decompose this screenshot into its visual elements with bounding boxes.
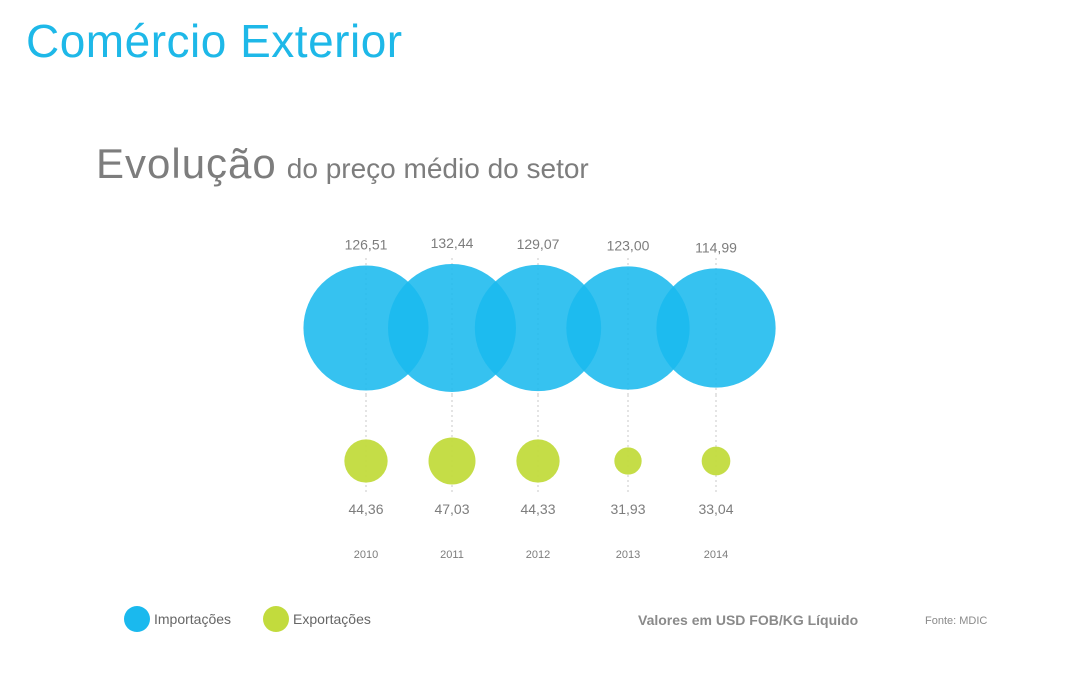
- export-value-label-2012: 44,33: [520, 501, 555, 517]
- export-bubble-2010: [344, 439, 388, 483]
- year-label-2014: 2014: [704, 549, 728, 561]
- import-value-label-2012: 129,07: [517, 236, 560, 252]
- chart-subtitle: Evolução do preço médio do setor: [96, 140, 589, 188]
- legend-swatch-imports: [124, 606, 150, 632]
- import-value-label-2014: 114,99: [695, 239, 737, 255]
- legend-label-imports: Importações: [154, 611, 232, 627]
- year-label-2012: 2012: [526, 549, 550, 561]
- import-bubble-2013: [566, 266, 690, 390]
- import-value-label-2010: 126,51: [345, 236, 388, 252]
- export-value-label-2011: 47,03: [434, 501, 469, 517]
- subtitle-main: Evolução: [96, 140, 277, 187]
- source-note: Fonte: MDIC: [925, 615, 988, 627]
- export-bubble-2013: [614, 447, 642, 475]
- year-label-2013: 2013: [616, 549, 640, 561]
- export-bubble-2012: [516, 439, 560, 483]
- export-value-label-2013: 31,93: [610, 501, 645, 517]
- subtitle-rest: do preço médio do setor: [286, 153, 589, 184]
- import-bubble-2014: [656, 268, 776, 388]
- legend: Importações Exportações: [124, 606, 403, 632]
- export-value-label-2010: 44,36: [348, 501, 383, 517]
- legend-swatch-exports: [263, 606, 290, 632]
- import-value-label-2011: 132,44: [431, 235, 474, 251]
- year-label-2011: 2011: [440, 549, 464, 561]
- legend-item-imports: Importações: [124, 606, 231, 632]
- unit-note: Valores em USD FOB/KG Líquido: [638, 612, 859, 628]
- import-bubble-2012: [474, 264, 602, 392]
- export-bubble-2011: [428, 437, 476, 485]
- legend-item-exports: Exportações: [263, 606, 371, 632]
- export-value-label-2014: 33,04: [698, 501, 733, 517]
- year-label-2010: 2010: [354, 549, 378, 561]
- page-title: Comércio Exterior: [26, 15, 403, 67]
- export-bubble-2014: [701, 446, 731, 476]
- legend-label-exports: Exportações: [293, 611, 371, 627]
- import-value-label-2013: 123,00: [607, 237, 650, 253]
